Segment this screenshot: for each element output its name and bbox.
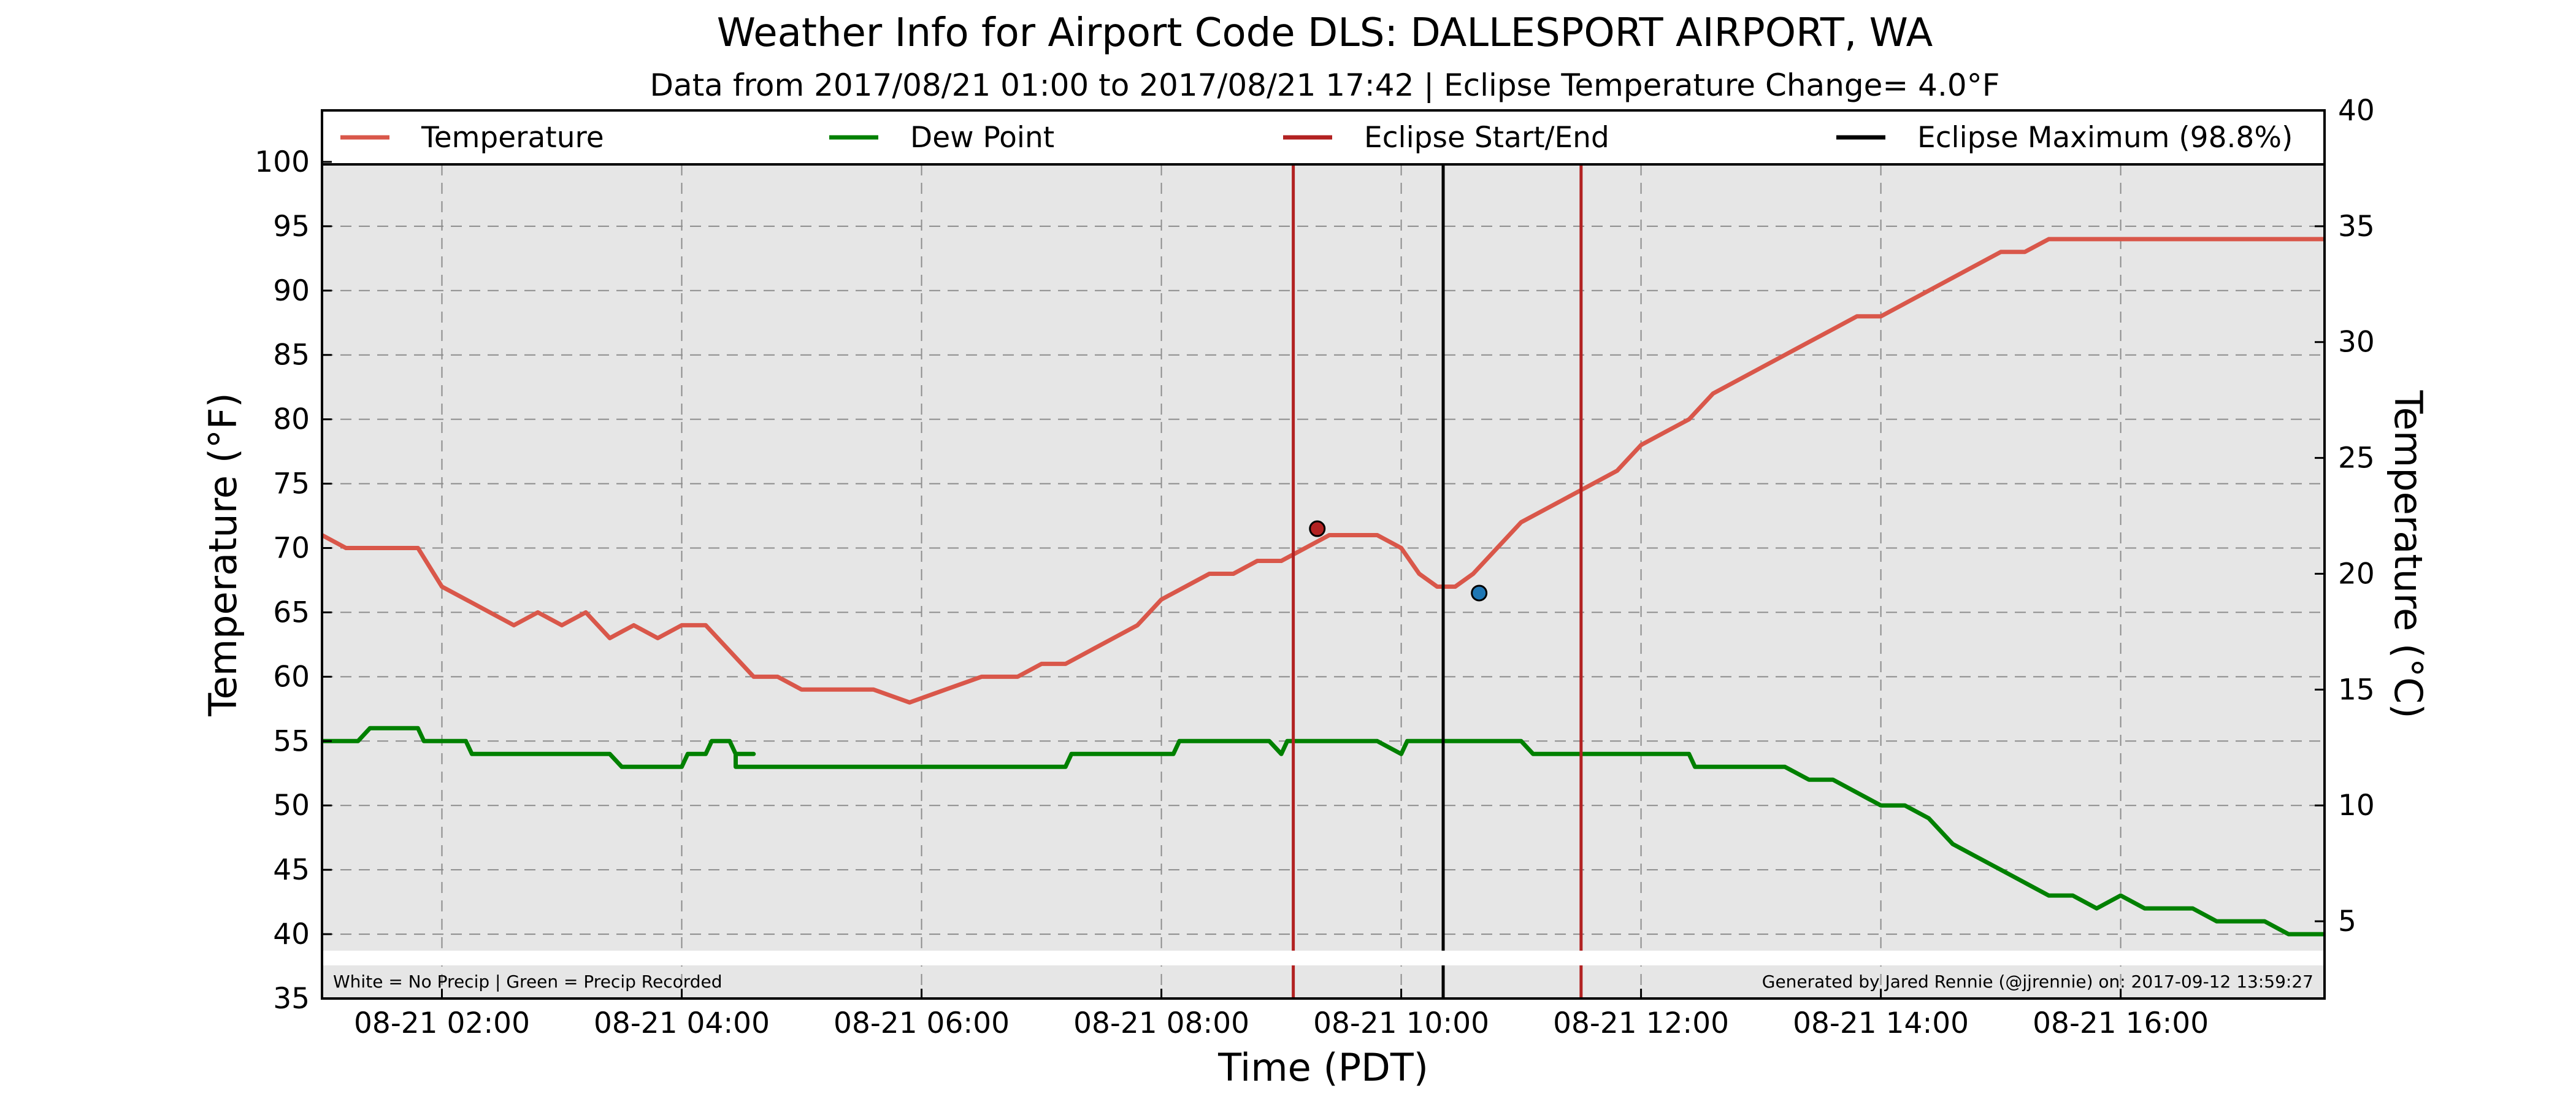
y-tick-label: 100	[255, 145, 310, 179]
series-line-dew-point	[322, 726, 2325, 937]
x-tick-label: 08-21 10:00	[1313, 1006, 1489, 1040]
x-tick-label: 08-21 14:00	[1793, 1006, 1969, 1040]
y-axis-label-right: Temperature (°C)	[2386, 389, 2431, 718]
legend-label: Eclipse Maximum (98.8%)	[1917, 121, 2293, 155]
series-line-temperature	[321, 237, 2325, 705]
marker-point	[1471, 585, 1488, 602]
y-right-tick-label: 40	[2338, 94, 2375, 128]
precip-band	[323, 951, 2323, 965]
x-tick-label: 08-21 16:00	[2033, 1006, 2209, 1040]
plot-background	[322, 110, 2325, 999]
legend-label: Eclipse Start/End	[1364, 121, 1609, 155]
grid-lines	[322, 164, 2325, 999]
x-axis-label: Time (PDT)	[1217, 1045, 1428, 1090]
y-tick-label: 70	[273, 532, 310, 565]
y-tick-label: 95	[273, 210, 310, 243]
y-right-tick-label: 20	[2338, 557, 2375, 591]
y-tick-label: 65	[273, 596, 310, 629]
chart-subtitle: Data from 2017/08/21 01:00 to 2017/08/21…	[650, 67, 2000, 103]
y-tick-label: 85	[273, 339, 310, 372]
plot-frame	[321, 109, 2326, 1000]
y-tick-label: 60	[273, 660, 310, 694]
plot-area	[322, 110, 2325, 999]
x-tick-label: 08-21 02:00	[354, 1006, 530, 1040]
eclipse-lines	[1292, 164, 1583, 999]
markers	[1309, 520, 1488, 602]
precip-band-label: White = No Precip | Green = Precip Recor…	[333, 972, 723, 992]
marker-point	[1309, 520, 1326, 537]
y-axis-label-left: Temperature (°F)	[201, 393, 245, 716]
y-tick-label: 75	[273, 467, 310, 501]
y-right-tick-label: 5	[2338, 905, 2356, 938]
y-axis-left: 35 40 45 50 55 60 65 70 75 80 85 90 95 100	[255, 145, 332, 1016]
x-axis: 08-21 02:00 08-21 04:00 08-21 06:00 08-21 0…	[354, 989, 2209, 1040]
y-axis-right: 5 10 15 20 25 30 35 40	[2315, 94, 2375, 938]
chart-title: Weather Info for Airport Code DLS: DALLE…	[717, 10, 1933, 56]
x-tick-label: 08-21 06:00	[834, 1006, 1010, 1040]
y-right-tick-label: 30	[2338, 326, 2375, 359]
x-tick-label: 08-21 08:00	[1073, 1006, 1249, 1040]
y-right-tick-label: 10	[2338, 789, 2375, 822]
legend-label: Dew Point	[910, 121, 1054, 155]
y-right-tick-label: 35	[2338, 210, 2375, 243]
y-tick-label: 55	[273, 724, 310, 758]
y-tick-label: 35	[273, 982, 310, 1016]
legend-label: Temperature	[421, 121, 604, 155]
y-right-tick-label: 15	[2338, 673, 2375, 707]
series-lines	[321, 237, 2325, 937]
legend: Temperature Dew Point Eclipse Start/End Ecl…	[322, 110, 2325, 166]
y-tick-label: 50	[273, 789, 310, 822]
y-tick-label: 90	[273, 274, 310, 308]
y-right-tick-label: 25	[2338, 442, 2375, 475]
y-tick-label: 80	[273, 403, 310, 437]
credit-label: Generated by Jared Rennie (@jjrennie) on…	[1762, 972, 2313, 992]
x-tick-label: 08-21 04:00	[594, 1006, 770, 1040]
x-tick-label: 08-21 12:00	[1553, 1006, 1729, 1040]
y-tick-label: 45	[273, 853, 310, 887]
y-tick-label: 40	[273, 918, 310, 951]
